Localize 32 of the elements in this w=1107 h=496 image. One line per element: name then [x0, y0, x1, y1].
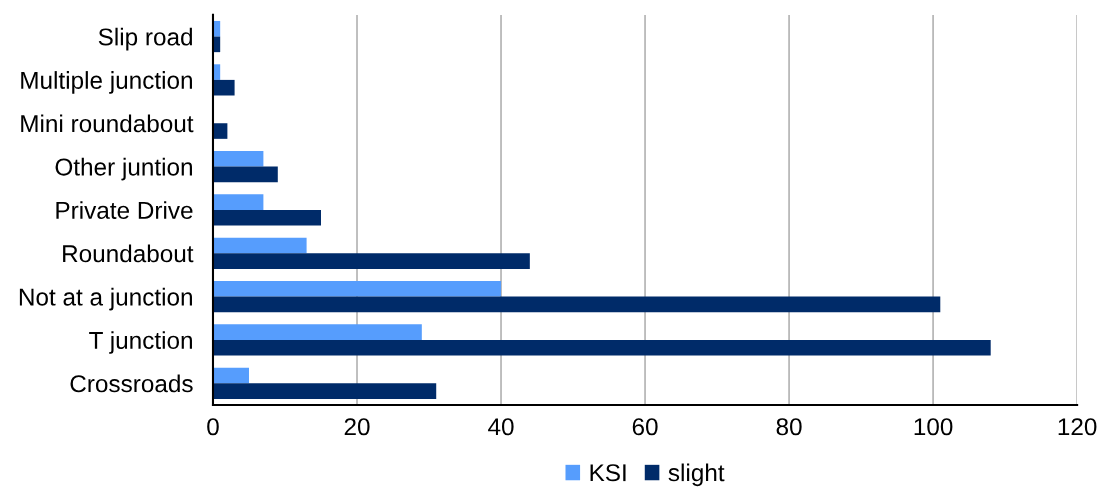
y-tick-label: Slip road — [98, 27, 192, 51]
bar — [212, 123, 228, 139]
x-tick-label: 20 — [344, 418, 370, 436]
legend-label: KSI — [590, 464, 626, 482]
bar — [212, 166, 278, 183]
bar — [212, 150, 264, 167]
bar — [212, 296, 941, 313]
x-tick-label: 80 — [776, 418, 802, 436]
bar — [212, 253, 530, 269]
bar — [212, 237, 307, 254]
bar — [212, 194, 264, 210]
bar — [212, 281, 502, 297]
y-tick-label: Multiple junction — [21, 71, 192, 94]
x-tick-label: 40 — [488, 418, 514, 436]
bar — [212, 367, 249, 384]
y-tick-label: T junction — [89, 331, 192, 354]
x-tick-label: 100 — [914, 418, 953, 436]
x-tick-label: 60 — [632, 418, 658, 436]
y-tick-label: Not at a junction — [19, 287, 192, 311]
bar — [212, 383, 437, 399]
y-tick-label: Mini roundabout — [21, 114, 194, 133]
y-tick-label: Private Drive — [56, 201, 193, 219]
x-tick-label: 120 — [1058, 418, 1097, 436]
bar — [212, 79, 235, 96]
y-tick-label: Roundabout — [63, 244, 194, 263]
y-tick-label: Other juntion — [55, 157, 192, 181]
legend-label: slight — [668, 463, 725, 487]
bar — [212, 209, 321, 226]
y-tick-label: Crossroads — [70, 374, 193, 393]
bar — [212, 324, 422, 340]
bar — [212, 339, 991, 356]
x-tick-label: 0 — [207, 418, 219, 436]
